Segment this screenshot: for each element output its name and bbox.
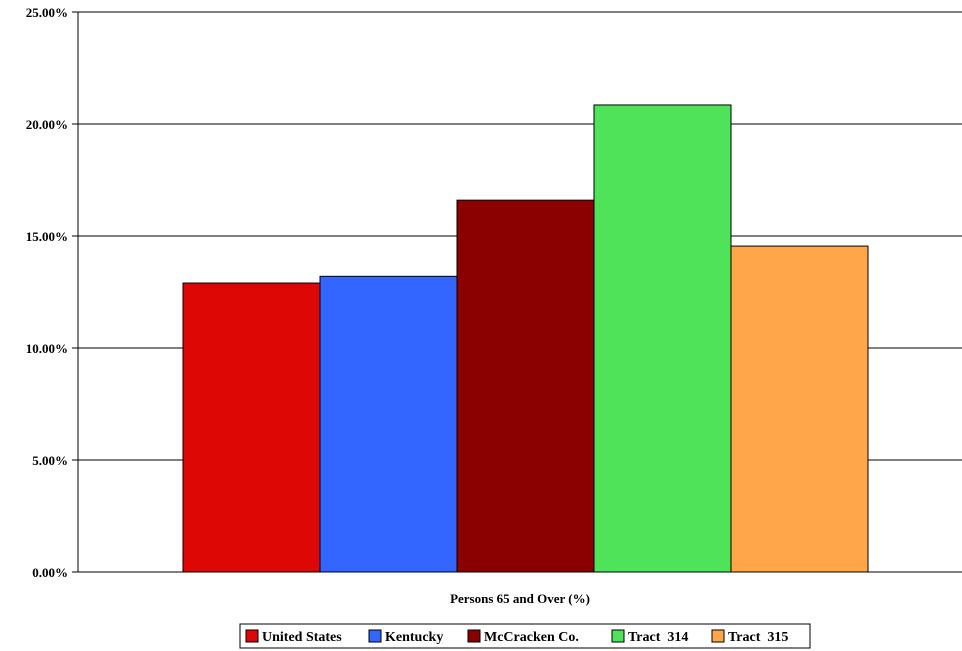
y-tick-label: 5.00% (32, 453, 68, 468)
legend-swatch (368, 629, 382, 643)
y-tick-label: 25.00% (26, 5, 68, 20)
legend: United States Kentucky McCracken Co. Tract … (239, 623, 811, 649)
y-tick-label: 0.00% (32, 565, 68, 580)
y-tick-label: 15.00% (26, 229, 68, 244)
bar-tract-314 (593, 104, 732, 573)
bar-mccracken-co (456, 199, 595, 573)
bar-tract-315 (730, 245, 869, 573)
legend-label: Tract 315 (728, 630, 788, 645)
bar-kentucky (319, 275, 458, 573)
legend-swatch (611, 629, 625, 643)
legend-label: McCracken Co. (484, 630, 579, 645)
bar-united-states (182, 282, 321, 573)
x-axis-title: Persons 65 and Over (%) (450, 591, 590, 606)
legend-swatch (245, 629, 259, 643)
y-tick-label: 20.00% (26, 117, 68, 132)
legend-label: United States (262, 630, 342, 645)
bars (182, 104, 869, 573)
legend-label: Kentucky (385, 630, 443, 645)
legend-swatch (711, 629, 725, 643)
y-tick-label: 10.00% (26, 341, 68, 356)
legend-label: Tract 314 (628, 630, 688, 645)
legend-swatch (467, 629, 481, 643)
y-axis: 0.00% 5.00% 10.00% 15.00% 20.00% 25.00% (26, 5, 962, 580)
